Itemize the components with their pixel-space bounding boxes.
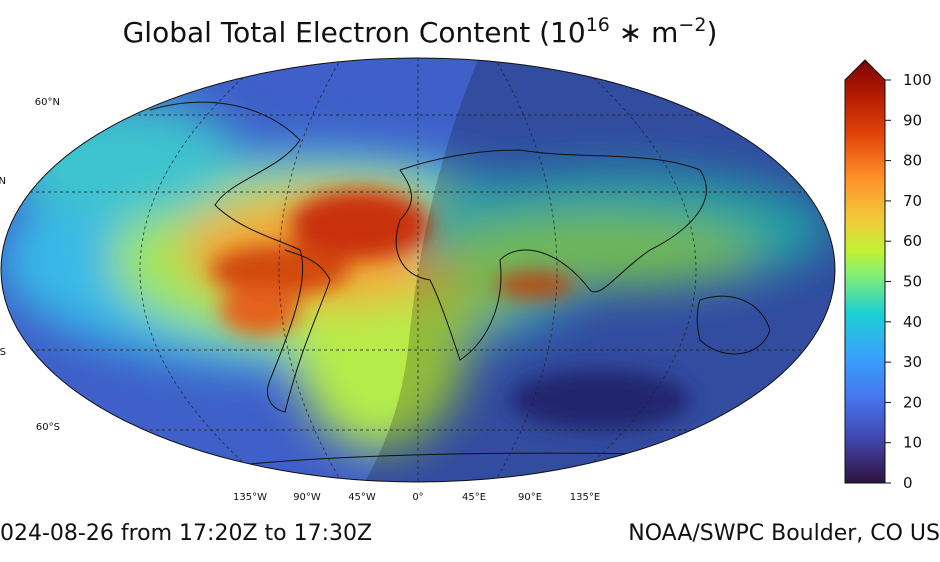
colorbar-tick-label: 60	[903, 232, 922, 250]
colorbar-tick-label: 100	[903, 71, 932, 89]
longitude-label: 135°E	[570, 492, 600, 503]
colorbar-tick-label: 50	[903, 273, 922, 291]
latitude-label: 60°N	[35, 97, 60, 108]
longitude-label: 45°W	[348, 492, 376, 503]
meridian	[139, 58, 266, 482]
colorbar-tick-label: 40	[903, 313, 922, 331]
latitude-label: N	[0, 176, 6, 187]
latitude-labels: 60°N N S 60°S	[0, 97, 60, 433]
longitude-labels: 135°W 90°W 45°W 0° 45°E 90°E 135°E	[233, 492, 600, 503]
colorbar-ticks: 0 10 20 30 40 50 60 70 80 90 100	[885, 71, 932, 492]
title-exponent: −2	[678, 14, 706, 36]
map	[1, 58, 835, 482]
title: Global Total Electron Content (1016 ∗ m−…	[123, 14, 718, 49]
meridian	[278, 58, 342, 482]
footer-date: 024-08-26 from 17:20Z to 17:30Z	[0, 521, 372, 546]
colorbar-tick-label: 90	[903, 111, 922, 129]
colorbar-tick-label: 0	[903, 474, 913, 492]
map-border	[0, 57, 836, 483]
title-text: Global Total Electron Content (10	[123, 16, 586, 49]
title-exponent: 16	[586, 14, 610, 36]
colorbar-tick-label: 20	[903, 393, 922, 411]
latitude-label: 60°S	[36, 422, 60, 433]
colorbar-tick-label: 80	[903, 152, 922, 170]
colorbar-tick-label: 70	[903, 192, 922, 210]
latitude-label: S	[0, 347, 6, 358]
footer-source: NOAA/SWPC Boulder, CO US	[628, 521, 940, 546]
colorbar-tick-label: 30	[903, 353, 922, 371]
colorbar-tick-label: 10	[903, 434, 922, 452]
meridian	[494, 58, 558, 482]
longitude-label: 135°W	[233, 492, 267, 503]
meridian	[570, 58, 697, 482]
longitude-label: 45°E	[462, 492, 486, 503]
title-close: )	[706, 16, 717, 49]
title-unit: ∗ m	[610, 16, 679, 49]
colorbar	[844, 59, 886, 484]
longitude-label: 90°E	[518, 492, 542, 503]
longitude-label: 90°W	[293, 492, 321, 503]
longitude-label: 0°	[412, 492, 423, 503]
